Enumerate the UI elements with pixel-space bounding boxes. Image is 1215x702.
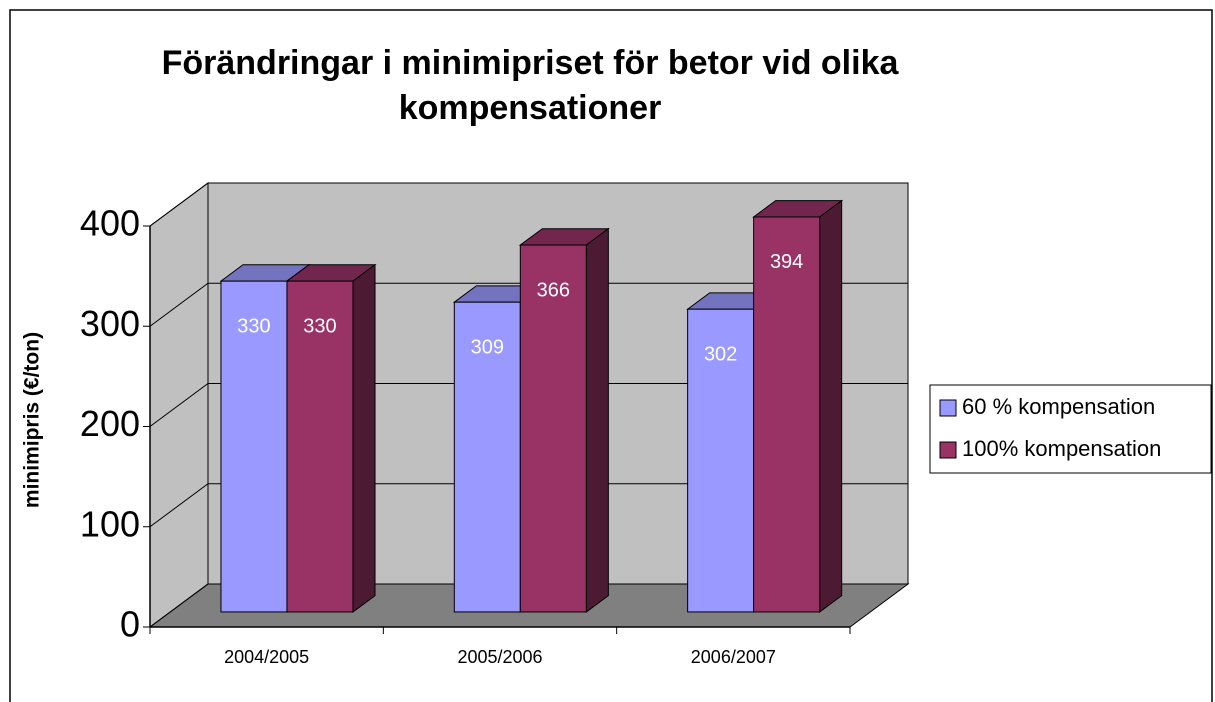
y-tick-label: 0 [120, 604, 140, 645]
data-label: 330 [237, 315, 270, 337]
data-label: 330 [303, 315, 336, 337]
x-tick-label: 2005/2006 [457, 647, 542, 667]
grid-line [149, 483, 908, 528]
grid-line [149, 383, 908, 427]
grid-line [149, 282, 908, 327]
legend-label: 100% kompensation [962, 436, 1161, 461]
chart-title: kompensationer [399, 89, 662, 127]
y-tick-label: 400 [80, 203, 140, 244]
bar-front [286, 280, 354, 613]
bar-side [585, 227, 609, 613]
legend-swatch [939, 399, 957, 417]
chart-title: Förändringar i minimipriset för betor vi… [162, 44, 900, 82]
legend-box [929, 384, 1212, 474]
bar-side [352, 263, 376, 613]
bar-side [819, 199, 843, 613]
bar-front [519, 244, 587, 613]
grid-line [149, 583, 908, 628]
bar-front [687, 308, 755, 613]
data-label: 309 [471, 336, 504, 358]
data-label: 394 [770, 251, 803, 273]
grid-line [149, 182, 908, 227]
y-tick-label: 300 [80, 303, 140, 344]
x-tick-label: 2006/2007 [691, 647, 776, 667]
y-tick-label: 100 [80, 503, 140, 544]
y-tick-label: 200 [80, 403, 140, 444]
legend-label: 60 % kompensation [962, 394, 1155, 419]
bar [518, 227, 610, 613]
data-label: 302 [704, 343, 737, 365]
bar-front [220, 280, 288, 613]
x-tick-label: 2004/2005 [224, 647, 309, 667]
legend-swatch [939, 441, 957, 459]
y-axis-label: minimipris (€/ton) [21, 332, 44, 508]
bar-front [753, 216, 821, 613]
bar [285, 263, 377, 613]
data-label: 366 [537, 279, 570, 301]
bar [752, 199, 844, 613]
